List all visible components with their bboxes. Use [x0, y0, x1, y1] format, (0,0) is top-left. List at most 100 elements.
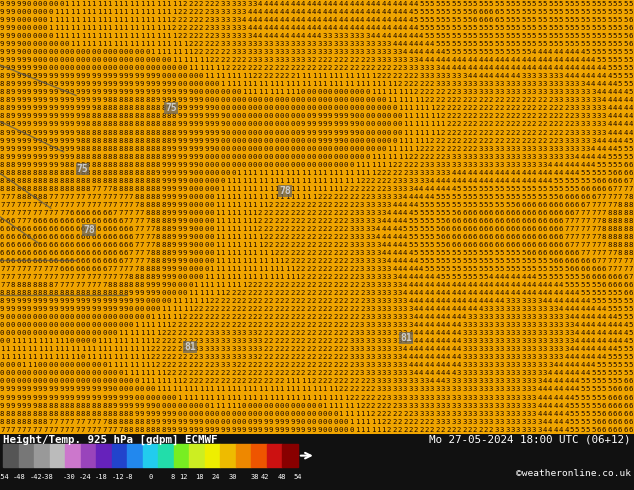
Text: 9: 9 — [210, 122, 214, 127]
Text: 6: 6 — [612, 418, 617, 425]
Text: 1: 1 — [124, 330, 128, 336]
Text: 2: 2 — [306, 290, 311, 296]
Text: 8: 8 — [118, 153, 122, 160]
Text: 0: 0 — [312, 146, 316, 151]
Text: 8: 8 — [107, 98, 112, 103]
Text: 1: 1 — [392, 153, 397, 160]
Text: 9: 9 — [183, 250, 187, 256]
Text: 9: 9 — [150, 403, 155, 409]
Text: 4: 4 — [473, 298, 477, 304]
Text: 2: 2 — [398, 170, 402, 175]
Text: 3: 3 — [500, 363, 504, 368]
Text: 5: 5 — [602, 387, 606, 392]
Text: 75: 75 — [165, 103, 177, 113]
Text: 9: 9 — [113, 306, 117, 312]
Text: 7: 7 — [124, 210, 128, 216]
Text: 7: 7 — [129, 266, 133, 272]
Text: 5: 5 — [575, 186, 579, 192]
Text: 6: 6 — [516, 242, 520, 248]
Text: 6: 6 — [86, 242, 90, 248]
Text: 0: 0 — [161, 394, 165, 400]
Text: 7: 7 — [580, 242, 585, 248]
Text: 3: 3 — [484, 363, 488, 368]
Text: 0: 0 — [339, 153, 343, 160]
Text: 6: 6 — [505, 226, 510, 232]
Text: 1: 1 — [161, 49, 165, 55]
Text: 6: 6 — [22, 242, 26, 248]
Text: 4: 4 — [618, 330, 622, 336]
Text: 9: 9 — [65, 105, 69, 111]
Text: 9: 9 — [167, 153, 171, 160]
Text: 9: 9 — [274, 418, 278, 425]
Text: 7: 7 — [102, 194, 107, 200]
Text: 1: 1 — [32, 346, 37, 352]
Text: 4: 4 — [403, 9, 407, 15]
Text: 7: 7 — [70, 194, 74, 200]
Text: 3: 3 — [527, 314, 531, 320]
Text: 4: 4 — [322, 1, 327, 7]
Text: 0: 0 — [301, 146, 305, 151]
Text: 2: 2 — [172, 338, 176, 344]
Text: 3: 3 — [478, 394, 482, 400]
Text: 1: 1 — [124, 346, 128, 352]
Text: 9: 9 — [118, 298, 122, 304]
Text: 2: 2 — [569, 114, 574, 120]
Text: 3: 3 — [328, 49, 332, 55]
Text: 5: 5 — [607, 153, 612, 160]
Text: 6: 6 — [43, 226, 48, 232]
Text: 7: 7 — [618, 266, 622, 272]
Text: 3: 3 — [398, 330, 402, 336]
Text: 2: 2 — [290, 290, 295, 296]
Text: 3: 3 — [451, 378, 456, 385]
Text: 4: 4 — [398, 210, 402, 216]
Text: 4: 4 — [392, 33, 397, 39]
Text: 2: 2 — [398, 81, 402, 87]
Text: 2: 2 — [435, 427, 439, 433]
Text: 8: 8 — [11, 418, 15, 425]
Text: 1: 1 — [134, 346, 139, 352]
Text: 1: 1 — [317, 186, 321, 192]
Text: 3: 3 — [231, 346, 235, 352]
Text: 4: 4 — [495, 65, 499, 71]
Text: 0: 0 — [322, 105, 327, 111]
Text: 2: 2 — [317, 378, 321, 385]
Text: 4: 4 — [280, 25, 284, 31]
Text: 4: 4 — [446, 298, 450, 304]
Text: 6: 6 — [75, 242, 80, 248]
Text: 7: 7 — [37, 202, 42, 208]
Text: 3: 3 — [489, 387, 493, 392]
Text: 7: 7 — [102, 274, 107, 280]
Text: 0: 0 — [65, 57, 69, 63]
Text: 9: 9 — [215, 427, 219, 433]
Text: 1: 1 — [419, 98, 424, 103]
Text: 2: 2 — [156, 338, 160, 344]
Text: 5: 5 — [553, 33, 558, 39]
Text: 5: 5 — [564, 25, 569, 31]
Text: 5: 5 — [597, 1, 601, 7]
Text: 9: 9 — [178, 162, 182, 168]
Text: 3: 3 — [527, 89, 531, 96]
Text: 3: 3 — [495, 403, 499, 409]
Text: 5: 5 — [553, 186, 558, 192]
Text: 7: 7 — [150, 242, 155, 248]
Text: 1: 1 — [236, 394, 241, 400]
Text: 3: 3 — [269, 49, 273, 55]
Text: 4: 4 — [285, 17, 289, 23]
Text: 4: 4 — [424, 346, 429, 352]
Text: 9: 9 — [22, 105, 26, 111]
Text: 8: 8 — [129, 282, 133, 288]
Text: 2: 2 — [263, 370, 268, 376]
Text: 6: 6 — [495, 226, 499, 232]
Text: 1: 1 — [274, 81, 278, 87]
Text: 1: 1 — [199, 57, 203, 63]
Text: 3: 3 — [242, 354, 246, 360]
Text: 3: 3 — [532, 363, 536, 368]
Text: 2: 2 — [500, 129, 504, 136]
Text: 4: 4 — [295, 9, 300, 15]
Text: 1: 1 — [360, 418, 365, 425]
Text: 9: 9 — [344, 114, 348, 120]
Text: 0: 0 — [306, 105, 311, 111]
Text: 3: 3 — [403, 403, 407, 409]
Text: 2: 2 — [344, 378, 348, 385]
Text: 0: 0 — [295, 105, 300, 111]
